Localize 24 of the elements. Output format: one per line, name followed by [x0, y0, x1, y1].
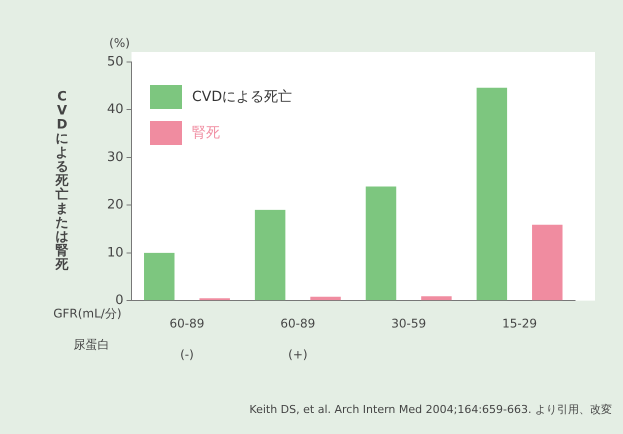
x-tick-label: 30-59 — [391, 316, 426, 330]
y-tick-label: 50 — [106, 54, 124, 70]
bar — [421, 296, 452, 300]
category-label: 60-89 (-) — [170, 316, 204, 362]
bar — [366, 186, 396, 300]
y-tick-label: 20 — [106, 198, 124, 213]
category-label: 60-89 (+) — [280, 316, 316, 362]
text: Keith DS, et al. Arch Intern Med 2004;164:659-663. より引用、改変 — [249, 402, 612, 416]
bar — [310, 296, 341, 300]
y-tick-label: 0 — [115, 292, 124, 308]
y-tick-label: 10 — [106, 245, 124, 260]
legend-label: CVDによる死亡 — [192, 88, 292, 106]
y-tick-label: 40 — [106, 102, 124, 118]
bar — [532, 224, 563, 300]
text: CVDによる死亡または腎死 — [56, 90, 68, 273]
x-tick-label: 15-29 — [502, 316, 538, 330]
bar — [476, 88, 508, 300]
bar — [254, 210, 286, 300]
legend-label: 腎死 — [192, 124, 220, 142]
y-tick-label: 30 — [106, 150, 124, 165]
bar — [144, 252, 174, 300]
text: (%) — [109, 36, 130, 50]
text: 尿蛋白 — [74, 338, 110, 352]
x-axis-title: GFR(mL/分) — [53, 306, 122, 321]
